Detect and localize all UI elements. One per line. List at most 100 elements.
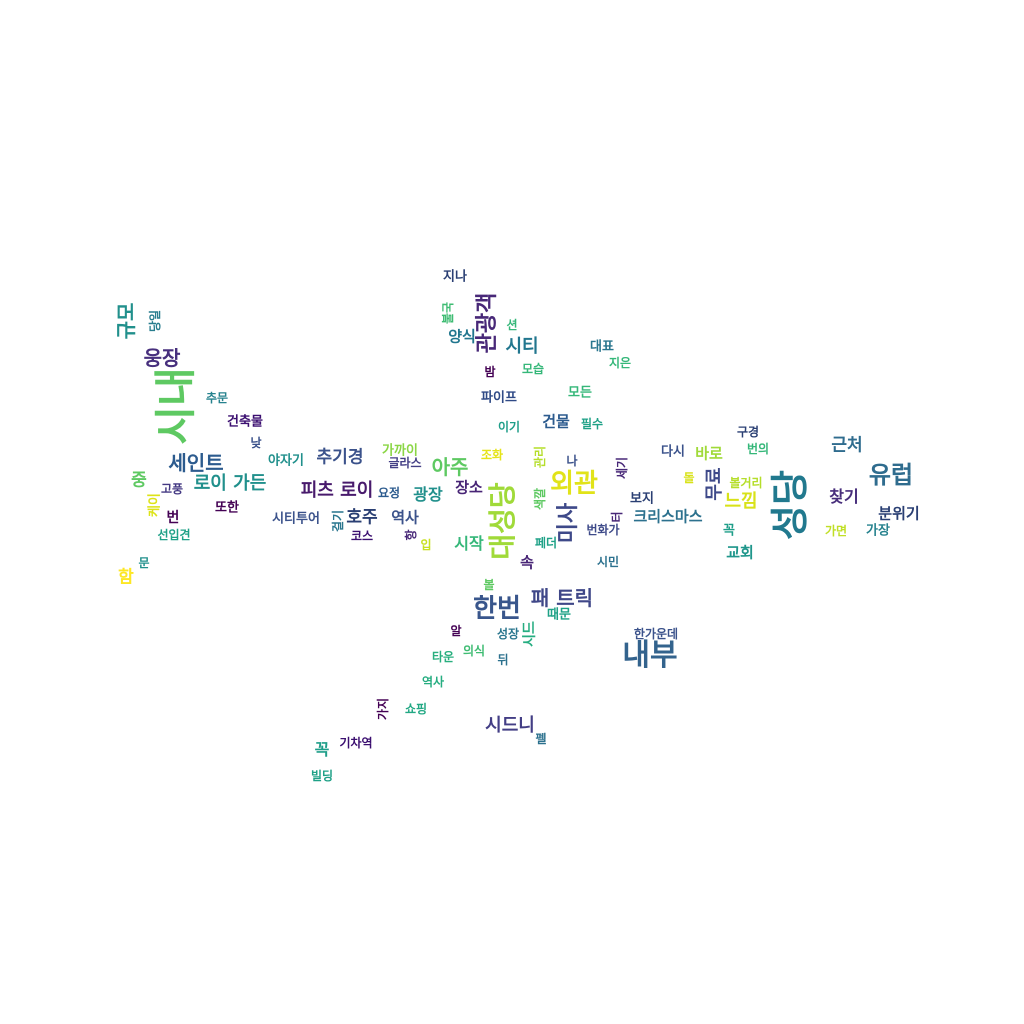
word-4: 양식: [448, 327, 476, 346]
word-37: 중: [131, 470, 147, 491]
word-64: 코스: [350, 529, 374, 543]
word-30: 세기: [615, 456, 629, 480]
word-13: 건물: [542, 412, 570, 431]
word-85: 알: [450, 624, 462, 638]
word-63: 역사: [391, 508, 419, 527]
word-47: 대성당: [486, 482, 519, 560]
word-87: 시드: [522, 621, 538, 647]
word-50: 미사: [556, 502, 581, 544]
word-99: 꼭: [314, 740, 330, 759]
word-33: 구경: [736, 425, 760, 439]
word-84: 때문: [547, 607, 571, 623]
word-62: 호주: [346, 507, 378, 528]
word-48: 외관: [550, 469, 598, 499]
word-0: 지나: [443, 269, 467, 285]
word-80: 시민: [596, 555, 620, 569]
word-54: 볼거리: [729, 476, 763, 490]
word-73: 가면: [824, 524, 848, 538]
word-95: 쇼핑: [404, 702, 428, 716]
word-71: 크리스마스: [633, 507, 703, 526]
word-15: 규모: [114, 302, 138, 340]
word-93: 역사: [421, 675, 445, 689]
word-43: 피츠 로이: [300, 480, 374, 501]
word-36: 세인트: [168, 451, 224, 475]
word-25: 글라스: [388, 456, 422, 470]
word-45: 광장: [413, 485, 443, 504]
word-66: 입: [420, 538, 432, 552]
word-90: 의식: [462, 644, 486, 658]
word-17: 웅장: [143, 346, 181, 370]
word-8: 밤: [484, 365, 496, 379]
word-83: 패 트릭: [530, 586, 594, 610]
word-23: 추기경: [316, 447, 364, 468]
word-1: 불국: [441, 301, 455, 325]
word-58: 유럽: [868, 461, 914, 489]
word-56: 성당: [768, 470, 812, 540]
word-5: 시티: [505, 336, 539, 357]
word-12: 이기: [497, 420, 521, 434]
word-24: 가까이: [382, 443, 418, 459]
word-59: 분위기: [878, 504, 920, 523]
word-32: 바로: [695, 444, 723, 463]
word-51: 보지: [630, 491, 654, 507]
word-91: 타운: [431, 650, 455, 664]
word-2: 관광객: [475, 292, 500, 354]
word-38: 로이 가든: [193, 473, 267, 494]
word-89: 내부: [622, 638, 678, 673]
word-70: 터: [610, 511, 624, 523]
word-65: 항: [404, 529, 418, 541]
word-69: 번화가: [586, 523, 620, 537]
word-20: 건축물: [227, 414, 263, 430]
word-6: 대표: [590, 339, 614, 355]
word-9: 모습: [521, 362, 545, 376]
word-7: 지은: [608, 356, 632, 370]
word-39: 고풍: [160, 482, 184, 496]
word-92: 뒤: [497, 653, 509, 667]
word-42: 또한: [215, 500, 239, 516]
word-98: 기차역: [339, 736, 373, 750]
word-79: 속: [520, 553, 534, 572]
word-94: 가지: [376, 697, 390, 721]
word-86: 성장: [496, 627, 520, 641]
word-28: 관리: [533, 445, 547, 469]
word-88: 한가운데: [633, 627, 679, 641]
word-67: 시작: [454, 534, 484, 553]
word-100: 빌딩: [310, 769, 334, 783]
word-82: 한번: [473, 594, 521, 624]
word-22: 야자기: [268, 453, 304, 469]
word-57: 찾기: [829, 487, 859, 506]
word-68: 페더: [534, 536, 558, 550]
word-21: 낮: [250, 436, 262, 450]
word-74: 가장: [866, 523, 890, 539]
word-55: 느낌: [724, 491, 758, 512]
word-27: 조화: [480, 448, 504, 462]
word-72: 꼭: [723, 523, 735, 539]
word-49: 색깔: [533, 487, 547, 511]
word-31: 다시: [661, 444, 685, 460]
word-53: 무료: [704, 467, 725, 501]
word-34: 번의: [746, 442, 770, 456]
word-16: 당일: [148, 309, 162, 333]
word-77: 문: [138, 556, 150, 570]
word-44: 요정: [377, 486, 401, 500]
word-14: 필수: [580, 417, 604, 431]
word-52: 돌: [683, 471, 695, 485]
word-81: 볼: [483, 578, 495, 592]
word-26: 아주: [431, 455, 469, 479]
word-78: 함: [118, 567, 134, 588]
word-10: 모든: [568, 385, 592, 401]
word-61: 걸기: [331, 509, 345, 533]
word-46: 장소: [455, 478, 483, 497]
word-60: 시티투어: [272, 511, 320, 527]
word-11: 파이프: [481, 390, 517, 406]
word-29: 나: [566, 454, 578, 468]
word-3: 션: [506, 318, 518, 332]
word-76: 선입견: [157, 528, 191, 542]
word-97: 펠: [535, 732, 547, 746]
word-40: 케이: [147, 493, 163, 517]
word-75: 교회: [726, 543, 754, 562]
word-41: 번: [166, 510, 180, 526]
word-19: 추문: [205, 391, 229, 405]
word-18: 시내: [151, 367, 200, 445]
